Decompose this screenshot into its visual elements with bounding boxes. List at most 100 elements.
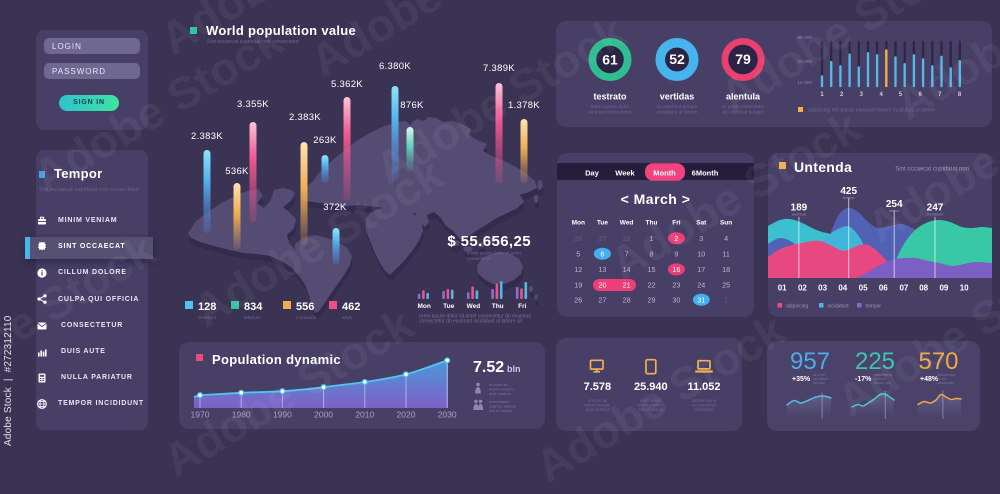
svg-text:6: 6 [919, 92, 923, 98]
svg-text:3.355K: 3.355K [237, 99, 269, 110]
svg-text:1970: 1970 [191, 410, 210, 420]
svg-text:2010: 2010 [355, 410, 374, 420]
svg-text:testrato: testrato [593, 92, 627, 102]
svg-text:2020: 2020 [397, 410, 416, 420]
svg-text:26: 26 [574, 295, 582, 304]
svg-text:ullamco: ullamco [873, 377, 886, 381]
svg-text:25: 25 [722, 281, 730, 290]
svg-text:2030: 2030 [438, 410, 457, 420]
svg-text:exercitation: exercitation [489, 399, 509, 404]
svg-text:Tue: Tue [443, 303, 454, 310]
svg-text:6.380K: 6.380K [379, 61, 411, 72]
svg-text:7: 7 [938, 92, 942, 98]
svg-text:462: 462 [342, 301, 360, 313]
svg-text:Day: Day [585, 169, 600, 178]
svg-text:lorem ipsum dolor: lorem ipsum dolor [591, 104, 630, 110]
svg-text:26: 26 [574, 234, 582, 243]
svg-text:3: 3 [699, 234, 703, 243]
svg-text:veniam: veniam [813, 381, 825, 385]
svg-text:2: 2 [674, 234, 678, 243]
svg-text:30: 30 [672, 295, 680, 304]
svg-text:Mon: Mon [572, 220, 585, 227]
svg-text:+35%: +35% [792, 376, 811, 383]
svg-text:1: 1 [820, 92, 824, 98]
svg-text:consectetur do eiusmod incidid: consectetur do eiusmod incididunt ut lab… [419, 319, 522, 325]
svg-text:8: 8 [650, 249, 654, 258]
svg-text:laboris nisi: laboris nisi [937, 373, 955, 377]
svg-text:14: 14 [623, 265, 631, 274]
svg-text:27: 27 [598, 234, 606, 243]
svg-text:Wed: Wed [620, 220, 634, 227]
svg-text:ut ea: ut ea [937, 377, 946, 381]
svg-text:1.378K: 1.378K [508, 100, 540, 111]
svg-text:09: 09 [939, 284, 948, 293]
svg-text:425: 425 [840, 186, 857, 197]
svg-text:5: 5 [899, 92, 903, 98]
svg-text:28: 28 [623, 234, 631, 243]
svg-text:1990: 1990 [273, 410, 292, 420]
svg-text:tempor: tempor [866, 304, 882, 310]
svg-text:24: 24 [697, 281, 705, 290]
svg-text:sit amet consectetur: sit amet consectetur [722, 104, 765, 110]
svg-text:6Month: 6Month [692, 169, 719, 178]
svg-text:372K: 372K [323, 202, 347, 213]
svg-text:21: 21 [623, 281, 631, 290]
svg-text:22: 22 [648, 281, 656, 290]
svg-text:9: 9 [674, 249, 678, 258]
svg-text:Fri: Fri [518, 303, 527, 310]
svg-text:-17%: -17% [855, 376, 872, 383]
svg-text:Population dynamic: Population dynamic [212, 352, 341, 367]
svg-text:1: 1 [724, 295, 728, 304]
svg-text:do eiusmod tempor: do eiusmod tempor [656, 104, 697, 110]
svg-text:570: 570 [918, 348, 958, 375]
svg-text:05: 05 [859, 284, 868, 293]
svg-text:18: 18 [722, 265, 730, 274]
svg-text:tempor: tempor [843, 196, 856, 200]
svg-text:Sat: Sat [696, 220, 707, 227]
svg-text:11: 11 [722, 249, 729, 258]
svg-text:19: 19 [574, 281, 582, 290]
svg-text:07: 07 [899, 284, 908, 293]
svg-text:Tue: Tue [597, 220, 608, 227]
svg-text:eiusmod: eiusmod [792, 213, 806, 217]
svg-text:7.578: 7.578 [584, 381, 612, 393]
svg-text:60 000: 60 000 [797, 35, 812, 41]
svg-text:adipiscing elit sed do eiusmod: adipiscing elit sed do eiusmod tempor in… [808, 108, 935, 114]
svg-text:incididunt: incididunt [927, 213, 944, 217]
svg-text:Sun: Sun [720, 220, 732, 227]
svg-text:3: 3 [860, 92, 864, 98]
svg-text:29: 29 [648, 295, 656, 304]
svg-text:laboris nisi ut: laboris nisi ut [692, 398, 717, 403]
svg-text:52: 52 [669, 51, 685, 67]
svg-text:alentula: alentula [726, 92, 761, 102]
svg-text:do eiusmod tempor: do eiusmod tempor [722, 110, 763, 116]
svg-text:23: 23 [672, 281, 680, 290]
svg-text:247: 247 [927, 203, 944, 214]
svg-text:1980: 1980 [232, 410, 251, 420]
svg-text:834: 834 [244, 301, 263, 313]
svg-text:ullamco laboris: ullamco laboris [637, 403, 665, 408]
svg-text:lorem ipsum dolor sit amet: lorem ipsum dolor sit amet [467, 251, 522, 256]
svg-text:Week: Week [615, 169, 635, 178]
svg-text:13: 13 [598, 265, 606, 274]
svg-text:2000: 2000 [314, 410, 333, 420]
svg-text:17: 17 [697, 265, 705, 274]
svg-text:labore: labore [889, 209, 900, 213]
svg-text:consectetur: consectetur [467, 256, 491, 261]
svg-text:27: 27 [598, 295, 606, 304]
svg-text:4: 4 [724, 234, 728, 243]
svg-text:Untenda: Untenda [794, 159, 852, 175]
svg-text:04: 04 [838, 284, 847, 293]
svg-text:79: 79 [735, 51, 751, 67]
svg-text:orem ipsum dolor sit amet cons: orem ipsum dolor sit amet consectetur do… [419, 314, 531, 320]
svg-text:quis nostrud: quis nostrud [586, 407, 609, 412]
svg-text:7: 7 [625, 249, 629, 258]
svg-text:16: 16 [672, 265, 680, 274]
svg-text:ut enim ad: ut enim ad [489, 382, 508, 387]
svg-text:incididunt: incididunt [828, 304, 850, 310]
svg-text:commodo: commodo [296, 315, 317, 320]
svg-text:Month: Month [653, 169, 676, 178]
svg-text:Fri: Fri [672, 220, 681, 227]
svg-text:ut enim ad: ut enim ad [588, 398, 608, 403]
svg-text:4: 4 [880, 92, 884, 98]
